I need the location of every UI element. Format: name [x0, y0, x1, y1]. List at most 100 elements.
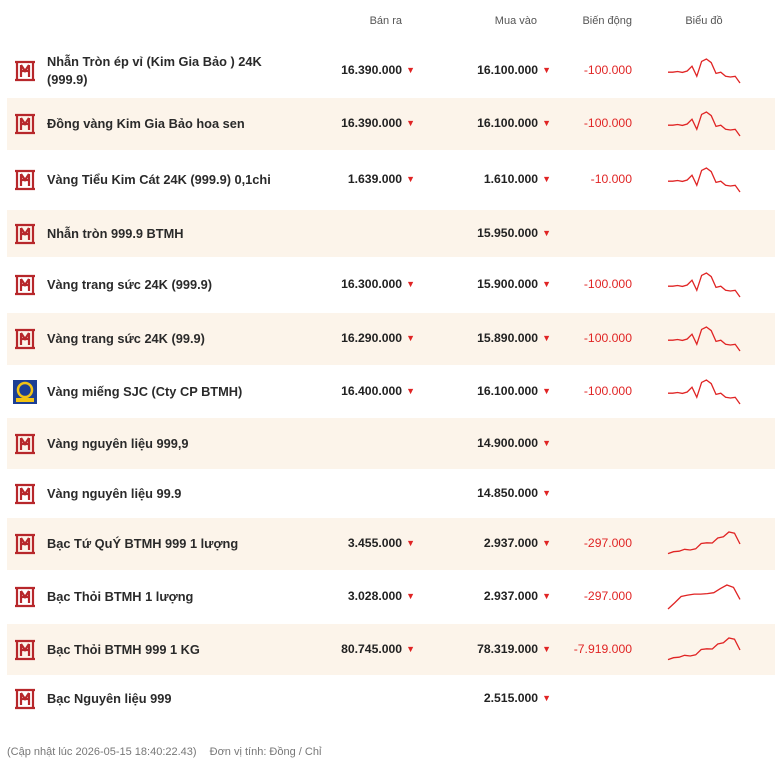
sell-price: 1.639.000 ▼ — [348, 172, 415, 186]
product-name: Bạc Nguyên liệu 999 — [47, 691, 172, 706]
buy-price: 15.950.000 ▼ — [477, 226, 551, 240]
price-change-value: -100.000 — [583, 384, 632, 398]
trend-line — [668, 272, 741, 298]
product-name: Bạc Thỏi BTMH 1 lượng — [47, 589, 194, 604]
buy-price-value: 2.515.000 — [483, 691, 539, 705]
table-row[interactable]: Vàng Tiểu Kim Cát 24K (999.9) 0,1chi 1.63… — [7, 150, 775, 210]
table-row[interactable]: Vàng nguyên liệu 999,9 14.900.000 ▼ — [7, 418, 775, 469]
product-name: Bạc Thỏi BTMH 999 1 KG — [47, 642, 200, 657]
sell-price-value: 16.400.000 — [341, 384, 403, 398]
btmh-logo-icon — [13, 59, 37, 83]
price-change-value: -100.000 — [583, 63, 632, 77]
down-arrow-icon: ▼ — [406, 644, 415, 654]
sell-price-value: 16.390.000 — [341, 116, 403, 130]
header-change: Biến động — [582, 15, 632, 27]
sell-price: 80.745.000 ▼ — [341, 642, 415, 656]
product-name: Nhẫn tròn 999.9 BTMH — [47, 226, 184, 241]
price-change: -100.000 — [584, 277, 632, 291]
buy-price-value: 15.900.000 — [477, 277, 539, 291]
buy-price: 1.610.000 ▼ — [484, 172, 551, 186]
btmh-logo-icon — [13, 222, 37, 246]
down-arrow-icon: ▼ — [542, 591, 551, 601]
footer: (Cập nhật lúc 2026-05-15 18:40:22.43) Đơ… — [7, 746, 331, 758]
price-change-value: -7.919.000 — [573, 642, 632, 656]
btmh-logo-icon — [13, 638, 37, 662]
down-arrow-icon: ▼ — [542, 333, 551, 343]
table-row[interactable]: Bạc Thỏi BTMH 999 1 KG 80.745.000 ▼ 78.319.… — [7, 624, 775, 675]
sjc-logo-icon — [13, 380, 37, 404]
buy-price-value: 16.100.000 — [477, 116, 539, 130]
sell-price: 16.400.000 ▼ — [341, 384, 415, 398]
update-time: (Cập nhật lúc 2026-05-15 18:40:22.43) — [7, 746, 197, 758]
down-arrow-icon: ▼ — [542, 228, 551, 238]
btmh-logo-icon — [13, 482, 37, 506]
price-change: -100.000 — [584, 116, 632, 130]
price-change-value: -100.000 — [583, 331, 632, 345]
product-name: Vàng trang sức 24K (99.9) — [47, 331, 205, 346]
table-row[interactable]: Bạc Thỏi BTMH 1 lượng 3.028.000 ▼ 2.937.000… — [7, 570, 775, 624]
price-change-value: -297.000 — [583, 589, 632, 603]
table-row[interactable]: Bạc Tứ QuÝ BTMH 999 1 lượng 3.455.000 ▼ 2.9… — [7, 518, 775, 570]
down-arrow-icon: ▼ — [406, 333, 415, 343]
table-row[interactable]: Đồng vàng Kim Gia Bảo hoa sen 16.390.000 ▼… — [7, 98, 775, 150]
product-name: Vàng nguyên liệu 999,9 — [47, 436, 189, 451]
buy-price-value: 16.100.000 — [477, 384, 539, 398]
sell-price-value: 16.390.000 — [341, 63, 403, 77]
price-change: -10.000 — [591, 172, 632, 186]
price-rows: Nhẫn Tròn ép vỉ (Kim Gia Bảo ) 24K (999.… — [7, 43, 775, 723]
buy-price: 78.319.000 ▼ — [477, 642, 551, 656]
trend-sparkline — [668, 379, 741, 405]
buy-price-value: 2.937.000 — [483, 536, 539, 550]
buy-price: 16.100.000 ▼ — [477, 384, 551, 398]
buy-price-value: 78.319.000 — [477, 642, 539, 656]
price-change: -100.000 — [584, 331, 632, 345]
btmh-logo-icon — [13, 168, 37, 192]
buy-price-value: 15.950.000 — [477, 226, 539, 240]
price-change: -297.000 — [584, 536, 632, 550]
table-row[interactable]: Vàng trang sức 24K (999.9) 16.300.000 ▼ 15.… — [7, 257, 775, 313]
down-arrow-icon: ▼ — [542, 118, 551, 128]
btmh-logo-icon — [13, 273, 37, 297]
down-arrow-icon: ▼ — [406, 65, 415, 75]
down-arrow-icon: ▼ — [542, 65, 551, 75]
sell-price-value: 3.455.000 — [347, 536, 403, 550]
sell-price: 16.300.000 ▼ — [341, 277, 415, 291]
trend-sparkline — [668, 167, 741, 193]
header-buy: Mua vào — [494, 15, 537, 27]
down-arrow-icon: ▼ — [542, 174, 551, 184]
product-name: Đồng vàng Kim Gia Bảo hoa sen — [47, 116, 245, 131]
sell-price-value: 16.290.000 — [341, 331, 403, 345]
trend-sparkline — [668, 111, 741, 137]
buy-price: 16.100.000 ▼ — [477, 63, 551, 77]
trend-sparkline — [667, 531, 741, 555]
btmh-logo-icon — [13, 532, 37, 556]
header-sell: Bán ra — [369, 15, 402, 27]
unit-note: Đơn vị tính: Đồng / Chỉ — [209, 746, 322, 758]
trend-line — [667, 637, 741, 661]
btmh-logo-icon — [13, 687, 37, 711]
table-row[interactable]: Nhẫn tròn 999.9 BTMH 15.950.000 ▼ — [7, 210, 775, 257]
trend-sparkline — [668, 58, 741, 84]
sell-price-value: 1.639.000 — [347, 172, 403, 186]
down-arrow-icon: ▼ — [406, 118, 415, 128]
table-row[interactable]: Vàng nguyên liệu 99.9 14.850.000 ▼ — [7, 469, 775, 518]
table-row[interactable]: Bạc Nguyên liệu 999 2.515.000 ▼ — [7, 675, 775, 723]
down-arrow-icon: ▼ — [542, 279, 551, 289]
buy-price: 2.937.000 ▼ — [484, 536, 551, 550]
down-arrow-icon: ▼ — [542, 693, 551, 703]
trend-sparkline — [667, 584, 741, 610]
price-change: -7.919.000 — [574, 642, 632, 656]
product-name: Vàng miếng SJC (Cty CP BTMH) — [47, 384, 243, 399]
table-row[interactable]: Nhẫn Tròn ép vỉ (Kim Gia Bảo ) 24K (999.… — [7, 43, 775, 98]
table-row[interactable]: Vàng trang sức 24K (99.9) 16.290.000 ▼ 15.8… — [7, 313, 775, 365]
trend-line — [668, 111, 741, 137]
trend-line — [668, 379, 741, 405]
buy-price: 14.850.000 ▼ — [477, 486, 551, 500]
down-arrow-icon: ▼ — [406, 174, 415, 184]
sell-price: 16.390.000 ▼ — [341, 116, 415, 130]
table-row[interactable]: Vàng miếng SJC (Cty CP BTMH) 16.400.000 ▼ 1… — [7, 365, 775, 418]
trend-sparkline — [668, 272, 741, 298]
buy-price: 2.515.000 ▼ — [484, 691, 551, 705]
buy-price: 14.900.000 ▼ — [477, 436, 551, 450]
